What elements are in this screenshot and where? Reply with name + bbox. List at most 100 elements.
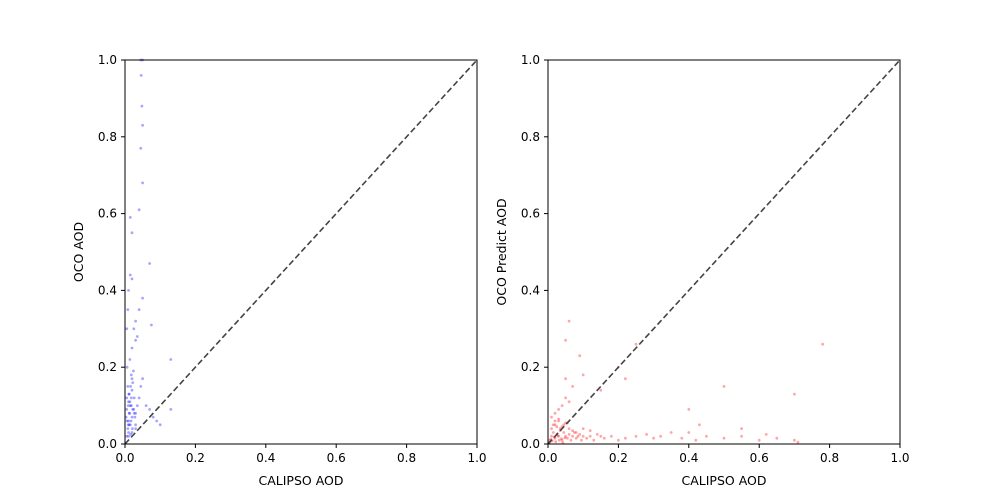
- scatter-point: [155, 419, 159, 423]
- plot-frame: [124, 59, 478, 445]
- scatter-point: [624, 377, 627, 381]
- scatter-point: [131, 381, 135, 384]
- scatter-point: [126, 385, 130, 388]
- scatter-point: [553, 411, 557, 415]
- y-tick-label: 0.2: [98, 360, 117, 374]
- scatter-point: [557, 438, 561, 442]
- scatter-point: [602, 436, 606, 440]
- scatter-point: [126, 427, 130, 430]
- y-tick-label: 0.4: [98, 283, 117, 297]
- scatter-point: [722, 385, 726, 388]
- scatter-point: [129, 385, 133, 388]
- scatter-point: [148, 408, 152, 411]
- scatter-point: [793, 392, 796, 396]
- scatter-point: [592, 438, 596, 442]
- scatter-point: [169, 358, 173, 361]
- scatter-point: [793, 438, 796, 442]
- x-tick-label: 0.0: [115, 451, 134, 465]
- identity-reference-line: [547, 59, 901, 445]
- scatter-point: [139, 146, 143, 150]
- x-tick-label: 1.0: [890, 451, 909, 465]
- scatter-point: [137, 208, 141, 212]
- scatter-point: [127, 431, 130, 434]
- scatter-point: [567, 433, 571, 436]
- scatter-point: [129, 433, 133, 436]
- scatter-point: [554, 440, 558, 444]
- scatter-point: [705, 434, 708, 438]
- scatter-panel-oco-predict-aod: 0.0 0.2 0.4 0.6 0.8 1.0 0.0 0.2 0.4 0.6 0.8 1.0 CAL…: [494, 53, 910, 488]
- scatter-point: [567, 427, 571, 430]
- scatter-point: [580, 438, 583, 442]
- scatter-point: [551, 431, 555, 434]
- scatter-point: [130, 415, 134, 419]
- scatter-point: [557, 417, 560, 421]
- scatter-point: [578, 354, 582, 358]
- scatter-point: [571, 434, 574, 438]
- scatter-point: [573, 431, 576, 434]
- scatter-points-layer: [124, 58, 173, 438]
- x-tick-label: 0.6: [750, 451, 769, 465]
- scatter-point: [125, 408, 129, 411]
- scatter-point: [562, 423, 566, 427]
- scatter-point: [131, 427, 134, 430]
- scatter-point: [127, 434, 130, 438]
- scatter-point: [127, 392, 131, 396]
- scatter-point: [578, 433, 582, 436]
- scatter-point: [151, 415, 155, 419]
- scatter-point: [567, 400, 571, 404]
- scatter-point: [135, 335, 139, 338]
- x-tick-label: 0.2: [609, 451, 628, 465]
- scatter-point: [581, 373, 585, 377]
- scatter-point: [127, 419, 130, 423]
- scatter-point: [566, 436, 569, 440]
- scatter-point: [130, 231, 134, 235]
- scatter-point: [144, 404, 148, 407]
- scatter-point: [624, 436, 627, 440]
- scatter-point: [555, 425, 559, 429]
- scatter-point: [645, 433, 648, 436]
- scatter-point: [634, 342, 638, 346]
- scatter-point: [129, 373, 133, 377]
- scatter-point: [764, 433, 768, 436]
- scatter-point: [557, 419, 560, 423]
- scatter-point: [134, 338, 138, 342]
- scatter-point: [740, 434, 743, 438]
- scatter-point: [557, 434, 560, 438]
- scatter-point: [585, 436, 589, 440]
- scatter-point: [134, 427, 138, 430]
- scatter-point: [564, 396, 567, 400]
- scatter-points-layer: [548, 319, 824, 444]
- scatter-point: [130, 388, 134, 392]
- scatter-point: [560, 404, 564, 407]
- scatter-point: [130, 277, 134, 281]
- scatter-point: [134, 423, 138, 427]
- scatter-point: [141, 181, 145, 185]
- scatter-point: [132, 396, 136, 400]
- scatter-point: [141, 123, 145, 127]
- scatter-point: [134, 411, 138, 415]
- scatter-point: [757, 438, 761, 442]
- y-tick-label: 0.6: [521, 207, 540, 221]
- scatter-point: [141, 377, 145, 381]
- scatter-panel-oco-aod: 0.0 0.2 0.4 0.6 0.8 1.0 0.0 0.2 0.4 0.6 0.8 1.0 CAL…: [71, 53, 487, 488]
- scatter-point: [150, 323, 153, 327]
- y-tick-label: 0.8: [521, 130, 540, 144]
- scatter-point: [126, 423, 130, 427]
- scatter-point: [564, 338, 567, 342]
- y-tick-label: 1.0: [98, 53, 117, 67]
- y-tick-label: 0.0: [521, 437, 540, 451]
- y-axis-label: OCO AOD: [71, 222, 86, 282]
- scatter-point: [125, 419, 129, 423]
- scatter-point: [127, 289, 130, 292]
- scatter-point: [588, 434, 592, 438]
- x-tick-label: 0.6: [327, 451, 346, 465]
- scatter-point: [550, 427, 553, 430]
- scatter-point: [129, 404, 133, 407]
- scatter-point: [551, 423, 555, 427]
- x-tick-label: 0.8: [397, 451, 416, 465]
- scatter-point: [550, 415, 553, 419]
- x-tick-label: 0.0: [538, 451, 557, 465]
- scatter-point: [130, 377, 134, 381]
- scatter-point: [141, 296, 145, 300]
- y-tick-label: 0.8: [98, 130, 117, 144]
